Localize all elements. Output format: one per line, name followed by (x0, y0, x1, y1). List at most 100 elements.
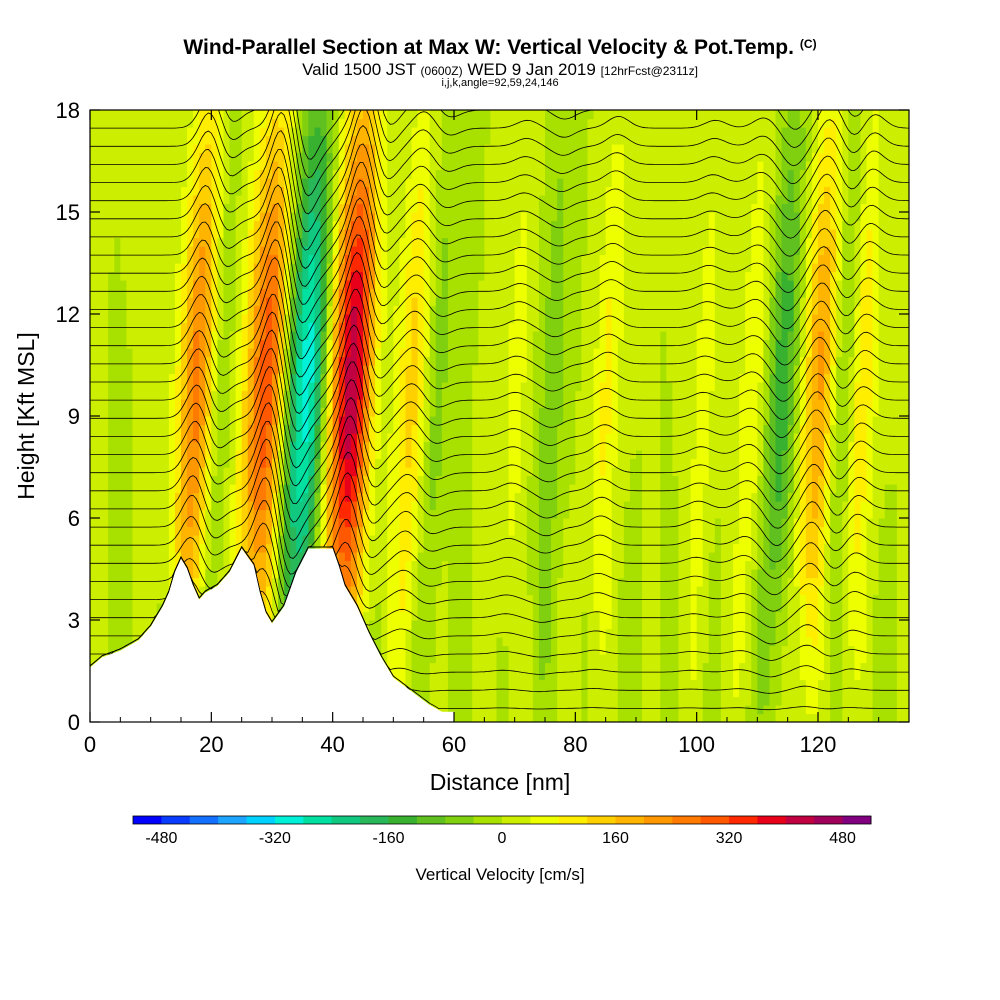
field-cell (259, 339, 267, 349)
field-cell (441, 688, 449, 698)
field-cell (375, 331, 382, 341)
field-cell (423, 628, 431, 638)
field-cell (338, 314, 346, 324)
field-cell (332, 220, 340, 230)
field-cell (265, 348, 273, 358)
field-cell (265, 416, 273, 426)
field-cell (502, 433, 510, 443)
field-cell (217, 390, 225, 400)
field-cell (247, 348, 255, 358)
forecast-info: [12hrFcst@2311z] (600, 64, 698, 78)
field-cell (90, 271, 97, 281)
field-cell (308, 416, 316, 426)
field-cell (417, 637, 425, 647)
field-cell (332, 212, 340, 222)
field-cell (253, 450, 261, 460)
field-cell (454, 467, 461, 477)
field-cell (356, 399, 364, 409)
field-cell (108, 314, 115, 324)
field-cell (429, 433, 437, 443)
field-cell (314, 297, 322, 307)
field-cell (199, 535, 206, 545)
field-cell (399, 229, 407, 239)
field-cell (223, 399, 231, 409)
field-cell (126, 569, 134, 579)
field-cell (472, 501, 479, 511)
field-cell (429, 475, 437, 485)
field-cell (296, 195, 303, 205)
field-cell (338, 543, 346, 553)
field-cell (217, 535, 225, 545)
field-cell (326, 322, 334, 332)
field-cell (332, 348, 340, 358)
field-cell (496, 271, 504, 281)
field-cell (344, 433, 352, 443)
field-cell (435, 509, 443, 519)
field-cell (217, 543, 225, 553)
field-cell (247, 450, 255, 460)
field-cell (447, 492, 455, 502)
field-cell (326, 424, 334, 434)
field-cell (387, 297, 394, 307)
field-cell (484, 611, 491, 621)
field-cell (472, 135, 479, 145)
field-cell (484, 203, 491, 213)
field-cell (162, 322, 170, 332)
field-cell (417, 611, 425, 621)
field-cell (199, 467, 206, 477)
field-cell (447, 110, 455, 120)
field-cell (344, 220, 352, 230)
field-cell (320, 254, 328, 264)
field-cell (350, 212, 358, 222)
field-cell (290, 280, 297, 290)
field-cell (193, 348, 200, 358)
field-cell (120, 314, 127, 324)
field-cell (108, 603, 115, 613)
field-cell (296, 178, 303, 188)
field-cell (211, 441, 218, 451)
field-cell (138, 373, 146, 383)
field-cell (454, 450, 461, 460)
field-cell (90, 458, 97, 468)
field-cell (369, 356, 376, 366)
field-cell (502, 475, 510, 485)
field-cell (193, 390, 200, 400)
field-cell (496, 246, 504, 256)
field-cell (241, 441, 249, 451)
field-cell (502, 348, 510, 358)
field-cell (96, 203, 103, 213)
field-cell (478, 611, 485, 621)
field-cell (405, 450, 413, 460)
field-cell (253, 467, 261, 477)
field-cell (320, 450, 328, 460)
field-cell (344, 424, 352, 434)
field-cell (399, 535, 407, 545)
field-cell (265, 484, 273, 494)
field-cell (350, 586, 358, 596)
field-cell (332, 518, 340, 528)
field-cell (466, 526, 473, 536)
field-cell (363, 169, 370, 179)
field-cell (253, 127, 261, 137)
field-cell (193, 203, 200, 213)
field-cell (217, 365, 225, 375)
field-cell (387, 144, 394, 154)
field-cell (405, 246, 413, 256)
field-cell (144, 254, 152, 264)
field-cell (290, 552, 297, 562)
field-cell (193, 467, 200, 477)
field-cell (411, 331, 419, 341)
field-cell (199, 220, 206, 230)
field-cell (193, 118, 200, 128)
field-cell (478, 288, 485, 298)
field-cell (466, 399, 473, 409)
field-cell (338, 416, 346, 426)
field-cell (241, 297, 249, 307)
field-cell (375, 611, 382, 621)
field-cell (496, 705, 504, 715)
field-cell (466, 178, 473, 188)
field-cell (284, 118, 291, 128)
field-cell (363, 280, 370, 290)
field-cell (284, 424, 291, 434)
field-cell (241, 458, 249, 468)
